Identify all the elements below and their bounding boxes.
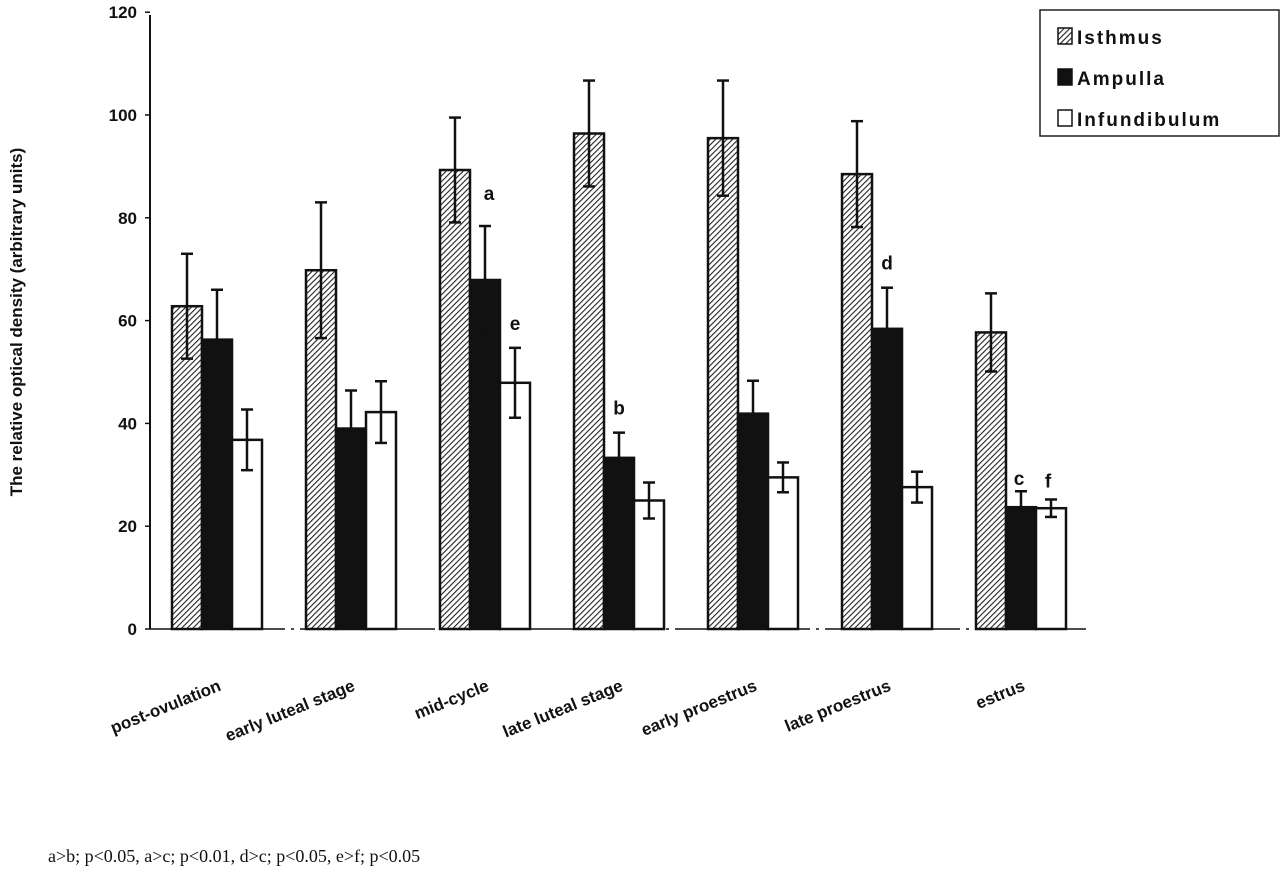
error-bar [181, 252, 193, 360]
y-tick-label: 40 [118, 414, 137, 433]
significance-label: b [613, 399, 625, 420]
x-category-label: mid-cycle [412, 676, 492, 723]
legend-swatch-isthmus [1057, 27, 1073, 45]
significance-label: d [881, 254, 893, 275]
bar-ampulla [736, 412, 770, 631]
significance-label: a [484, 184, 495, 205]
x-category-label: estrus [973, 676, 1027, 713]
bar-infundibulum [766, 476, 800, 631]
footnote: a>b; p<0.05, a>c; p<0.01, d>c; p<0.05, e… [48, 846, 421, 866]
error-bar [717, 79, 729, 197]
error-bar [315, 201, 327, 340]
bar-ampulla [468, 278, 502, 631]
legend-label: Ampulla [1077, 69, 1166, 90]
y-tick-label: 20 [118, 517, 137, 536]
bar-ampulla [1004, 505, 1038, 631]
bar-infundibulum [364, 410, 398, 631]
bar-isthmus [572, 132, 606, 631]
x-category-label: late proestrus [782, 676, 893, 736]
bar-isthmus [706, 136, 740, 631]
error-bar [449, 116, 461, 224]
x-category-label: post-ovulation [108, 676, 224, 737]
error-bar [985, 292, 997, 373]
bar-infundibulum [632, 499, 666, 631]
error-bar [1045, 498, 1057, 519]
error-bar [583, 79, 595, 188]
y-tick-label: 100 [109, 106, 137, 125]
significance-label: e [510, 314, 521, 335]
bar-ampulla [870, 327, 904, 631]
y-tick-label: 60 [118, 312, 137, 331]
x-category-label: early luteal stage [222, 676, 357, 745]
bar-infundibulum [1034, 506, 1068, 631]
error-bar [1015, 489, 1027, 525]
error-bar [777, 461, 789, 494]
error-bar [881, 286, 893, 372]
bar-infundibulum [900, 485, 934, 631]
legend-label: Isthmus [1077, 28, 1164, 49]
bar-infundibulum [498, 381, 532, 631]
error-bar [911, 470, 923, 504]
y-axis-label: The relative optical density (arbitrary … [7, 148, 26, 497]
x-category-label: early proestrus [638, 676, 759, 740]
bar-isthmus [974, 331, 1008, 631]
x-category-label: late luteal stage [500, 676, 625, 741]
error-bar [241, 408, 253, 472]
y-tick-label: 0 [128, 620, 137, 639]
bar-isthmus [840, 172, 874, 631]
error-bar [851, 119, 863, 229]
legend-swatch-ampulla [1057, 68, 1073, 86]
error-bar [613, 431, 625, 485]
error-bar [747, 379, 759, 448]
error-bar [643, 481, 655, 520]
error-bar [211, 288, 223, 391]
error-bar [479, 224, 491, 336]
significance-label: c [1014, 469, 1025, 490]
error-bar [375, 380, 387, 445]
legend-swatch-infundibulum [1057, 109, 1073, 127]
error-bar [509, 346, 521, 419]
legend: Isthmus Ampulla Infundibulum [1039, 9, 1280, 137]
y-tick-label: 120 [109, 3, 137, 22]
bar-isthmus [438, 168, 472, 631]
significance-label: f [1045, 471, 1052, 492]
y-tick-label: 80 [118, 209, 137, 228]
error-bar [345, 389, 357, 468]
legend-label: Infundibulum [1077, 110, 1221, 131]
